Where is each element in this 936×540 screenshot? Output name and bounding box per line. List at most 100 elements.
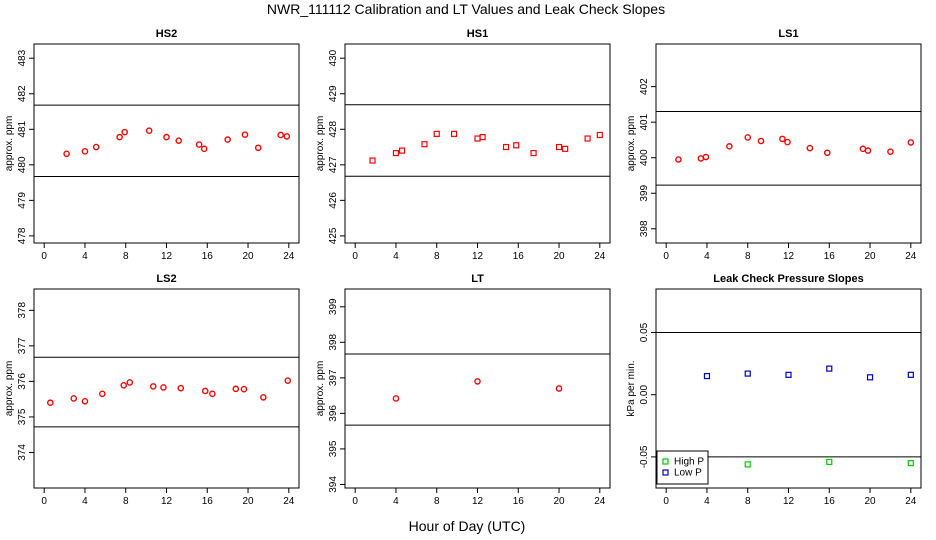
x-tick-label: 20 bbox=[553, 251, 565, 262]
figure-title: NWR_111112 Calibration and LT Values and… bbox=[267, 1, 665, 17]
data-point bbox=[63, 150, 70, 158]
data-point bbox=[826, 365, 833, 372]
x-tick-label: 24 bbox=[905, 251, 917, 262]
y-tick-label: 482 bbox=[17, 85, 28, 102]
data-point bbox=[555, 385, 563, 392]
data-point bbox=[479, 134, 486, 141]
y-tick-label: 430 bbox=[328, 49, 339, 66]
y-axis-label: approx. ppm bbox=[315, 116, 326, 172]
x-tick-label: 0 bbox=[41, 496, 47, 507]
data-point bbox=[530, 149, 537, 157]
data-point bbox=[887, 148, 894, 155]
x-tick-label: 8 bbox=[434, 251, 440, 262]
panel-title: LT bbox=[471, 273, 484, 285]
data-point bbox=[209, 390, 216, 398]
data-point bbox=[474, 378, 481, 385]
data-point bbox=[232, 385, 240, 393]
x-tick-label: 24 bbox=[594, 496, 606, 507]
y-tick-label: 398 bbox=[639, 220, 650, 237]
data-point bbox=[757, 137, 765, 145]
y-tick-label: 396 bbox=[328, 405, 339, 422]
data-point bbox=[120, 382, 127, 389]
plot-frame bbox=[33, 43, 300, 244]
data-point bbox=[149, 383, 157, 390]
data-point bbox=[826, 458, 833, 465]
x-tick-label: 24 bbox=[594, 251, 606, 262]
x-tick-label: 12 bbox=[783, 251, 795, 262]
x-tick-label: 16 bbox=[513, 251, 525, 262]
data-point bbox=[907, 460, 914, 467]
data-point bbox=[121, 128, 129, 136]
y-tick-label: 426 bbox=[328, 192, 339, 209]
x-tick-label: 16 bbox=[202, 496, 214, 507]
data-point bbox=[392, 149, 400, 157]
y-tick-label: 0.05 bbox=[639, 322, 650, 342]
data-point bbox=[163, 133, 170, 141]
x-tick-label: 8 bbox=[745, 496, 751, 507]
y-tick-label: 378 bbox=[17, 302, 28, 319]
data-point bbox=[98, 390, 106, 398]
data-point bbox=[260, 394, 267, 401]
y-tick-label: 0.00 bbox=[639, 385, 650, 405]
x-tick-label: 0 bbox=[663, 251, 669, 262]
y-axis-label: approx. ppm bbox=[315, 361, 326, 417]
x-tick-label: 4 bbox=[393, 251, 399, 262]
data-point bbox=[864, 147, 872, 154]
chart-panel-1: HS2 approx. ppm 0 4 8 12 16 20 24 478 479 480 481 482… bbox=[4, 28, 300, 262]
x-tick-label: 16 bbox=[202, 251, 214, 262]
x-tick-label: 0 bbox=[663, 496, 669, 507]
panel-title: LS1 bbox=[778, 28, 798, 40]
data-point bbox=[47, 399, 54, 407]
x-tick-label: 8 bbox=[434, 496, 440, 507]
data-point bbox=[806, 144, 814, 152]
data-point bbox=[392, 395, 400, 402]
data-point bbox=[726, 143, 733, 150]
data-point bbox=[450, 130, 458, 138]
y-tick-label: 375 bbox=[17, 408, 28, 425]
data-point bbox=[584, 135, 591, 142]
data-point bbox=[126, 379, 134, 386]
x-tick-label: 0 bbox=[41, 251, 47, 262]
x-tick-label: 8 bbox=[123, 496, 129, 507]
x-tick-label: 12 bbox=[783, 496, 795, 507]
x-tick-label: 20 bbox=[864, 496, 876, 507]
x-tick-label: 4 bbox=[704, 251, 710, 262]
x-tick-label: 8 bbox=[123, 251, 129, 262]
data-point bbox=[145, 127, 153, 135]
chart-panel-5: LT approx. ppm 0 4 8 12 16 20 24 394 395 396 397 398 3… bbox=[315, 273, 611, 507]
y-tick-label: 425 bbox=[328, 227, 339, 244]
y-tick-label: 400 bbox=[639, 149, 650, 166]
x-tick-label: 4 bbox=[393, 496, 399, 507]
y-tick-label: 479 bbox=[17, 192, 28, 209]
y-tick-label: 399 bbox=[328, 298, 339, 315]
x-tick-label: 12 bbox=[161, 251, 173, 262]
data-point bbox=[92, 143, 100, 151]
y-tick-label: 480 bbox=[17, 156, 28, 173]
data-point bbox=[116, 133, 123, 141]
y-tick-label: 394 bbox=[328, 476, 339, 493]
panel-title: HS2 bbox=[156, 28, 177, 40]
y-tick-label: 374 bbox=[17, 444, 28, 461]
plot-frame bbox=[344, 43, 611, 244]
y-axis-label: approx. ppm bbox=[4, 116, 15, 172]
data-point bbox=[81, 148, 89, 155]
legend-marker bbox=[662, 458, 669, 465]
y-axis-label: kPa per min. bbox=[626, 360, 637, 416]
data-point bbox=[70, 395, 78, 402]
x-tick-label: 24 bbox=[905, 496, 917, 507]
x-tick-label: 16 bbox=[513, 496, 525, 507]
x-tick-label: 20 bbox=[864, 251, 876, 262]
data-point bbox=[555, 143, 563, 151]
data-point bbox=[224, 136, 231, 143]
data-point bbox=[284, 377, 292, 384]
y-tick-label: 376 bbox=[17, 373, 28, 390]
x-tick-label: 24 bbox=[283, 251, 295, 262]
y-tick-label: -0.05 bbox=[639, 445, 650, 468]
panel-title: Leak Check Pressure Slopes bbox=[713, 273, 863, 285]
panel-title: LS2 bbox=[156, 273, 176, 285]
data-point bbox=[369, 157, 376, 164]
data-point bbox=[433, 130, 440, 138]
data-point bbox=[195, 141, 203, 148]
